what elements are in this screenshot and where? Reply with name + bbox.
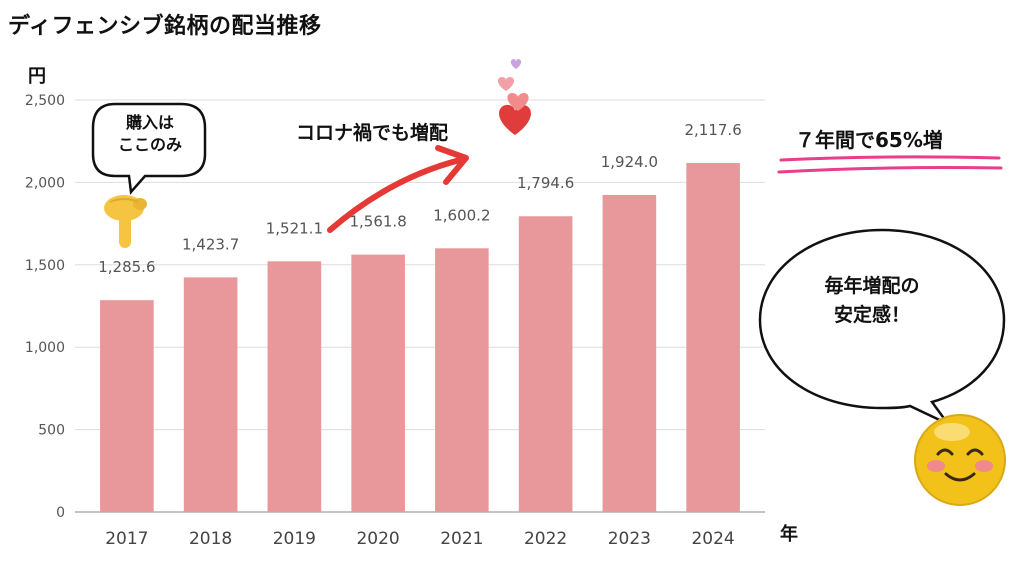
x-tick-label-2018: 2018 — [189, 529, 232, 549]
x-tick-label-2019: 2019 — [273, 529, 316, 549]
bar-2022 — [518, 216, 573, 512]
y-tick-label: 1,000 — [25, 340, 65, 356]
bar-2021 — [435, 248, 489, 512]
hearts-icon — [497, 59, 531, 135]
value-label-2017: 1,285.6 — [98, 258, 155, 276]
x-tick-label-2021: 2021 — [440, 529, 483, 549]
x-tick-label-2023: 2023 — [608, 529, 651, 549]
x-tick-label-2024: 2024 — [691, 529, 734, 549]
growth-note: ７年間で65%増 — [795, 128, 943, 152]
growth-underline — [777, 155, 1003, 174]
value-label-2019: 1,521.1 — [266, 219, 323, 237]
y-tick-label: 2,000 — [25, 175, 65, 191]
bar-2024 — [686, 163, 740, 512]
bar-2020 — [351, 254, 405, 512]
pointing-down-hand-icon — [104, 195, 147, 248]
stable-note-line1: 毎年増配の — [824, 275, 920, 297]
value-label-2018: 1,423.7 — [182, 235, 239, 253]
x-axis-unit: 年 — [780, 524, 798, 545]
stable-note-line2: 安定感！ — [833, 304, 910, 327]
chart-title: ディフェンシブ銘柄の配当推移 — [8, 14, 322, 39]
corona-note: コロナ禍でも増配 — [296, 122, 449, 144]
value-label-2022: 1,794.6 — [517, 174, 574, 192]
bar-2017 — [100, 300, 154, 512]
bar-2018 — [183, 277, 238, 512]
x-tick-label-2017: 2017 — [105, 529, 148, 549]
y-tick-label: 1,500 — [25, 258, 65, 274]
purchase-note-line1: 購入は — [125, 113, 174, 132]
y-tick-label: 2,500 — [25, 93, 65, 109]
y-tick-label: 500 — [38, 423, 65, 439]
bar-2019 — [267, 261, 322, 512]
purchase-speech-bubble — [91, 102, 207, 195]
x-tick-label-2020: 2020 — [356, 529, 399, 549]
x-tick-label-2022: 2022 — [524, 529, 567, 549]
bar-2023 — [602, 194, 657, 512]
y-axis-unit: 円 — [28, 66, 46, 87]
value-label-2024: 2,117.6 — [684, 121, 741, 139]
y-tick-label: 0 — [56, 505, 65, 521]
value-label-2023: 1,924.0 — [601, 153, 658, 171]
purchase-note-line2: ここのみ — [117, 134, 182, 154]
value-label-2021: 1,600.2 — [433, 206, 490, 224]
upward-arrow — [327, 145, 469, 233]
speech-bubble-icon — [758, 228, 1006, 426]
value-label-2020: 1,561.8 — [349, 213, 406, 231]
smiling-face-icon — [914, 414, 1006, 506]
